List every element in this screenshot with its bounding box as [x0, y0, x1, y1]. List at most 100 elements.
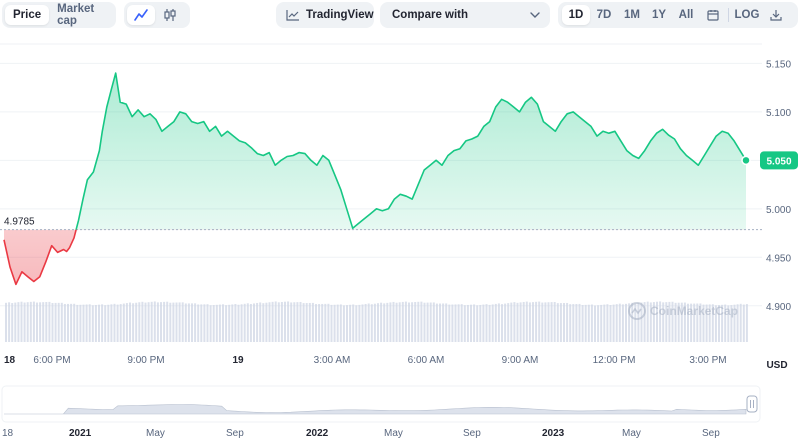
- volume-bar: [330, 304, 333, 342]
- tradingview-button[interactable]: TradingView: [276, 2, 374, 28]
- volume-bar: [302, 303, 305, 342]
- history-navigator[interactable]: 18 2021 May Sep 2022 May Sep 2023 May Sep: [0, 380, 800, 442]
- candlestick-chart-button[interactable]: [155, 5, 185, 25]
- volume-bar: [584, 304, 587, 342]
- x-tick-label: 9:00 AM: [502, 355, 539, 366]
- volume-bar: [178, 302, 181, 342]
- coinmarketcap-logo-mark: [631, 307, 642, 315]
- volume-bar: [144, 302, 147, 342]
- volume-bar: [231, 304, 234, 342]
- volume-bar: [625, 303, 627, 342]
- volume-bar: [147, 302, 150, 342]
- volume-bar: [510, 302, 513, 342]
- volume-bar: [398, 302, 401, 342]
- volume-bar: [339, 304, 342, 342]
- download-button[interactable]: [763, 5, 789, 25]
- x-axis: 18 6:00 PM 9:00 PM 19 3:00 AM 6:00 AM 9:00 AM 1…: [4, 355, 727, 366]
- volume-bar: [491, 304, 494, 342]
- volume-bar: [404, 301, 407, 342]
- chart-type-toggle: [124, 2, 190, 28]
- volume-bar: [628, 303, 631, 342]
- volume-bar: [8, 302, 11, 342]
- volume-bar: [470, 304, 472, 342]
- volume-bar: [280, 301, 283, 342]
- y-tick-label: 4.900: [766, 302, 791, 313]
- chart-toolbar: Price Market cap TradingView Compare wit…: [0, 0, 800, 30]
- volume-bar: [690, 303, 693, 342]
- time-range-selector: 1D 7D 1M 1Y All LOG: [558, 2, 798, 28]
- volume-bar: [271, 301, 274, 342]
- volume-bar: [237, 304, 240, 342]
- volume-bar: [14, 302, 17, 342]
- navigator-label: May: [384, 428, 403, 439]
- navigator-label: Sep: [226, 428, 244, 439]
- compare-with-dropdown[interactable]: Compare with: [380, 2, 550, 28]
- volume-bar: [60, 302, 63, 342]
- range-7d-button[interactable]: 7D: [596, 9, 612, 21]
- volume-bar: [11, 303, 14, 342]
- volume-bar: [683, 302, 686, 342]
- volume-bar: [687, 303, 689, 342]
- volume-bar: [594, 305, 596, 342]
- toolbar-divider: [728, 8, 729, 22]
- volume-bar: [249, 303, 252, 342]
- price-tab[interactable]: Price: [5, 5, 50, 25]
- volume-bar: [476, 305, 479, 342]
- volume-bar: [315, 304, 317, 342]
- current-price-label: 5.050: [766, 156, 791, 167]
- volume-bar: [621, 304, 624, 342]
- volume-bar: [677, 302, 680, 342]
- volume-bar: [448, 304, 451, 342]
- volume-bar: [39, 302, 42, 342]
- volume-bar: [299, 301, 302, 342]
- volume-bar: [333, 304, 336, 342]
- volume-bar: [88, 304, 91, 342]
- range-all-button[interactable]: All: [678, 9, 694, 21]
- volume-bar: [274, 301, 277, 342]
- volume-bar: [463, 305, 466, 342]
- volume-bar: [215, 304, 218, 342]
- volume-bar: [662, 302, 665, 342]
- volume-bar: [98, 304, 100, 342]
- x-tick-label: 3:00 AM: [314, 355, 351, 366]
- range-1m-button[interactable]: 1M: [624, 9, 640, 21]
- volume-bar: [442, 303, 445, 342]
- price-area-up: [76, 73, 746, 230]
- log-scale-button[interactable]: LOG: [734, 9, 760, 21]
- volume-bar: [439, 303, 441, 342]
- volume-bar: [20, 301, 23, 342]
- watermark-text: CoinMarketCap: [650, 304, 738, 318]
- volume-bar: [57, 302, 60, 342]
- volume-bar: [36, 302, 38, 342]
- volume-bar: [597, 305, 600, 342]
- reference-label-bg: [2, 214, 40, 227]
- tradingview-label: TradingView: [306, 9, 374, 21]
- volume-bar: [265, 302, 268, 342]
- download-icon: [770, 10, 782, 21]
- volume-bar: [612, 304, 615, 342]
- navigator-handle[interactable]: [746, 395, 758, 413]
- y-tick-label: 5.100: [766, 108, 791, 119]
- volume-bar: [541, 302, 544, 342]
- volume-bar: [745, 304, 748, 342]
- date-range-button[interactable]: [700, 5, 726, 25]
- range-1d-button[interactable]: 1D: [562, 5, 590, 25]
- volume-bar: [318, 304, 321, 342]
- volume-bar: [240, 304, 243, 342]
- volume-bar: [364, 303, 367, 342]
- volume-bar: [696, 303, 699, 342]
- volume-bar: [122, 303, 125, 342]
- volume-bar: [556, 303, 559, 342]
- navigator-labels: 18 2021 May Sep 2022 May Sep 2023 May Sep: [2, 428, 720, 439]
- line-chart-button[interactable]: [127, 5, 155, 25]
- range-1y-button[interactable]: 1Y: [651, 9, 667, 21]
- volume-bar: [377, 303, 379, 342]
- volume-bar: [256, 302, 259, 342]
- volume-bar: [169, 302, 172, 342]
- navigator-label: Sep: [463, 428, 481, 439]
- volume-bar: [606, 304, 609, 342]
- volume-bar: [94, 304, 97, 342]
- market-cap-tab[interactable]: Market cap: [57, 3, 95, 27]
- volume-bar: [603, 304, 606, 342]
- volume-bar: [590, 304, 593, 342]
